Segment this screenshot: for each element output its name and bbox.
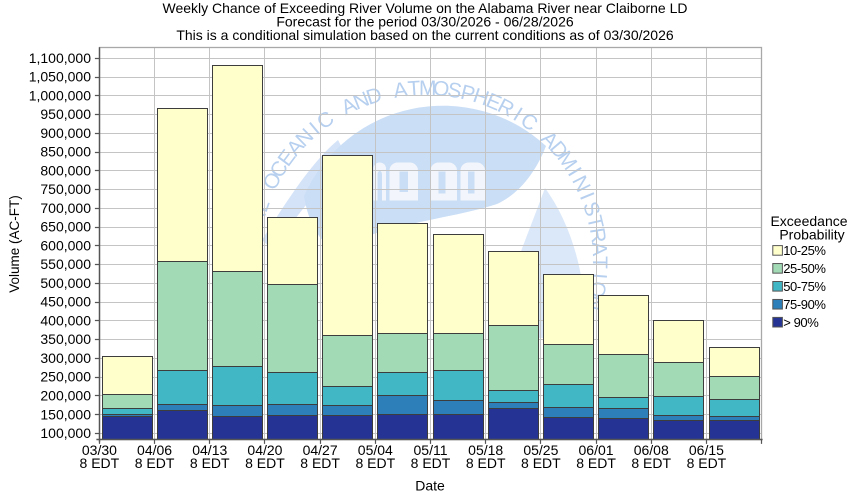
svg-text:05/11: 05/11	[414, 442, 448, 458]
svg-text:03/30: 03/30	[82, 442, 117, 458]
svg-text:8 EDT: 8 EDT	[411, 455, 451, 471]
svg-text:S: S	[446, 78, 464, 103]
svg-text:700,000: 700,000	[40, 200, 91, 216]
svg-text:04/20: 04/20	[247, 442, 282, 458]
svg-text:8 EDT: 8 EDT	[80, 455, 120, 471]
svg-text:550,000: 550,000	[40, 256, 91, 272]
svg-text:950,000: 950,000	[40, 106, 91, 122]
svg-text:06/15: 06/15	[689, 442, 724, 458]
svg-text:750,000: 750,000	[40, 181, 91, 197]
svg-text:800,000: 800,000	[40, 162, 91, 178]
svg-text:400,000: 400,000	[40, 312, 91, 328]
svg-text:450,000: 450,000	[40, 294, 91, 310]
svg-text:75-90%: 75-90%	[783, 297, 826, 312]
svg-text:Forecast for the period 03/30/: Forecast for the period 03/30/2026 - 06/…	[276, 14, 574, 30]
svg-text:D: D	[363, 83, 384, 109]
svg-text:8 EDT: 8 EDT	[245, 455, 285, 471]
svg-text:04/13: 04/13	[192, 442, 227, 458]
svg-text:10-25%: 10-25%	[783, 243, 826, 258]
svg-text:8 EDT: 8 EDT	[576, 455, 616, 471]
svg-text:T: T	[582, 213, 607, 231]
svg-text:50-75%: 50-75%	[783, 279, 826, 294]
svg-text:T: T	[407, 77, 422, 101]
svg-text:1,050,000: 1,050,000	[29, 69, 91, 85]
svg-text:850,000: 850,000	[40, 144, 91, 160]
svg-text:100,000: 100,000	[40, 425, 91, 441]
svg-text:05/04: 05/04	[358, 442, 393, 458]
svg-text:900,000: 900,000	[40, 125, 91, 141]
svg-text:A: A	[587, 241, 611, 257]
svg-text:04/27: 04/27	[303, 442, 338, 458]
svg-text:T: T	[588, 256, 611, 269]
svg-text:Weekly Chance of Exceeding Riv: Weekly Chance of Exceeding River Volume …	[162, 0, 687, 16]
svg-text:H: H	[470, 84, 492, 111]
svg-text:05/18: 05/18	[468, 442, 503, 458]
svg-text:8 EDT: 8 EDT	[300, 455, 340, 471]
svg-text:500,000: 500,000	[40, 275, 91, 291]
svg-text:300,000: 300,000	[40, 350, 91, 366]
svg-text:This is a conditional simulati: This is a conditional simulation based o…	[176, 27, 674, 43]
svg-text:1,000,000: 1,000,000	[29, 87, 91, 103]
svg-text:05/25: 05/25	[523, 442, 558, 458]
svg-text:Probability: Probability	[779, 227, 844, 243]
svg-text:25-50%: 25-50%	[783, 261, 826, 276]
svg-text:A: A	[392, 78, 409, 103]
svg-text:06/08: 06/08	[634, 442, 669, 458]
svg-text:8 EDT: 8 EDT	[190, 455, 230, 471]
svg-text:650,000: 650,000	[40, 219, 91, 235]
svg-text:250,000: 250,000	[40, 369, 91, 385]
svg-text:M: M	[419, 77, 437, 100]
svg-text:04/06: 04/06	[137, 442, 172, 458]
svg-text:R: R	[585, 226, 610, 245]
svg-text:8 EDT: 8 EDT	[466, 455, 506, 471]
svg-text:8 EDT: 8 EDT	[135, 455, 175, 471]
svg-text:Date: Date	[415, 478, 445, 494]
svg-text:350,000: 350,000	[40, 331, 91, 347]
svg-text:8 EDT: 8 EDT	[521, 455, 561, 471]
svg-text:Volume (AC-FT): Volume (AC-FT)	[7, 195, 22, 293]
svg-text:8 EDT: 8 EDT	[687, 455, 727, 471]
svg-text:8 EDT: 8 EDT	[631, 455, 671, 471]
svg-text:S: S	[578, 199, 604, 219]
svg-text:I: I	[587, 272, 610, 280]
svg-text:150,000: 150,000	[40, 406, 91, 422]
svg-text:600,000: 600,000	[40, 237, 91, 253]
svg-text:8 EDT: 8 EDT	[355, 455, 395, 471]
svg-text:200,000: 200,000	[40, 387, 91, 403]
svg-text:P: P	[458, 81, 477, 107]
svg-text:> 90%: > 90%	[783, 315, 819, 330]
svg-text:1,100,000: 1,100,000	[29, 50, 91, 66]
svg-text:06/01: 06/01	[579, 442, 614, 458]
svg-text:Exceedance: Exceedance	[770, 213, 847, 229]
